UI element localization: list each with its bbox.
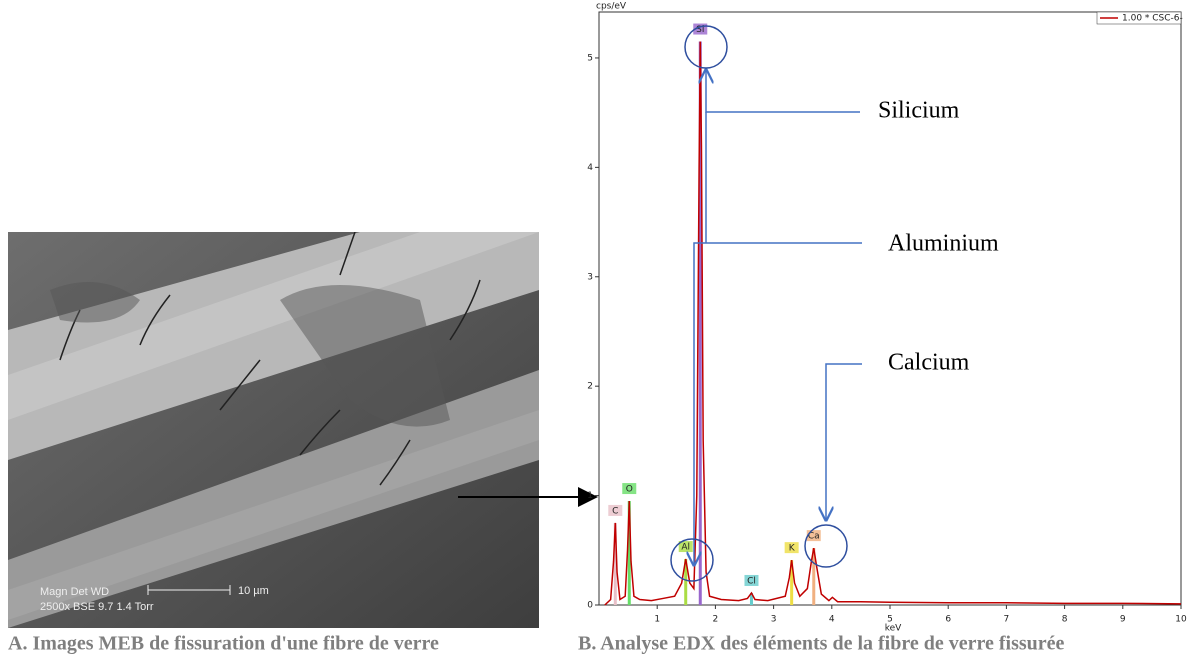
element-tag <box>806 530 821 542</box>
element-label: C <box>612 506 618 516</box>
x-tick-label: 6 <box>945 615 951 625</box>
sem-label: 2500x BSE 9.7 1.4 Torr <box>40 601 154 613</box>
sem-scale: 10 µm <box>238 585 269 597</box>
y-tick-label: 0 <box>587 601 593 611</box>
caption: A. Images MEB de fissuration d'une fibre… <box>8 633 439 655</box>
element-tag <box>784 542 799 554</box>
element-label: Si <box>696 25 704 35</box>
y-tick-label: 5 <box>587 53 593 63</box>
element-tag <box>608 504 623 516</box>
sem-label: Magn Det WD <box>40 586 109 598</box>
element-tag <box>693 23 708 35</box>
y-tick-label: 1 <box>587 491 593 501</box>
caption: B. Analyse EDX des éléments de la fibre … <box>578 633 1065 655</box>
element-label: Ca <box>808 532 820 542</box>
spectrum-line <box>604 41 1182 606</box>
x-tick-label: 1 <box>654 615 660 625</box>
annotation: Aluminium <box>888 231 999 257</box>
y-tick-label: 4 <box>587 163 593 173</box>
y-tick-label: 3 <box>587 272 593 282</box>
element-tag <box>622 483 637 495</box>
annotation: Silicium <box>878 98 960 124</box>
element-label: O <box>626 485 633 495</box>
legend-label: 1.00 * CSC-6- <box>1122 14 1183 24</box>
x-tick-label: 2 <box>713 615 719 625</box>
legend-box <box>1096 11 1182 25</box>
sem-image: Magn Det WD 2500x BSE 9.7 1.4 Torr 10 µm <box>8 232 539 628</box>
x-tick-label: 5 <box>887 615 893 625</box>
x-tick-label: 10 <box>1175 615 1187 625</box>
x-tick-label: 9 <box>1120 615 1126 625</box>
element-label: Cl <box>747 576 756 586</box>
y-axis-label: cps/eV <box>596 2 627 12</box>
element-label: Al <box>681 543 690 553</box>
element-tag <box>744 574 759 586</box>
x-tick-label: 4 <box>829 615 835 625</box>
annotation: Calcium <box>888 350 970 376</box>
x-tick-label: 8 <box>1062 615 1068 625</box>
x-tick-label: 3 <box>771 615 777 625</box>
x-axis-label: keV <box>885 624 902 634</box>
annotations <box>670 25 862 582</box>
y-tick-label: 2 <box>587 382 593 392</box>
element-tag <box>678 541 693 553</box>
x-tick-label: 7 <box>1004 615 1010 625</box>
element-label: K <box>789 544 796 554</box>
